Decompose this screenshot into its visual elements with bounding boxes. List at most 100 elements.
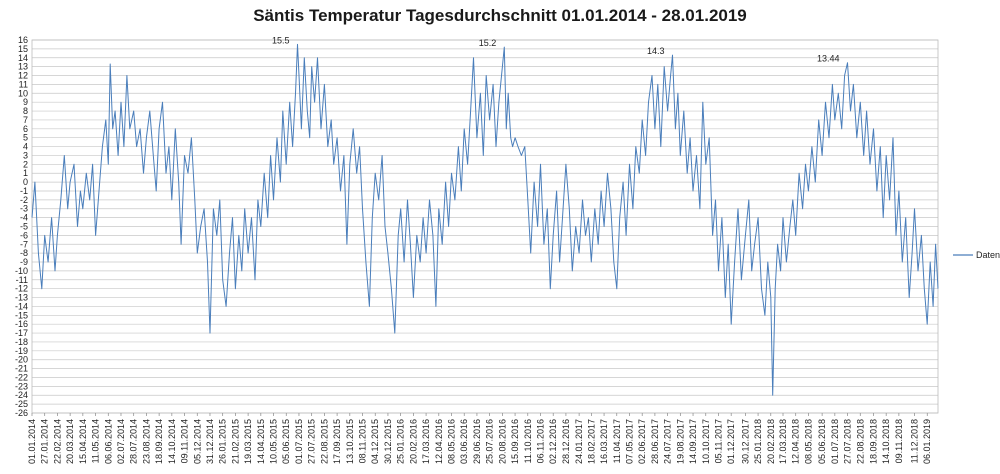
axis-layer: -26-25-24-23-22-21-20-19-18-17-16-15-14-… xyxy=(15,35,939,464)
y-tick-label: -18 xyxy=(15,337,28,347)
x-tick-label: 03.06.2016 xyxy=(459,419,469,464)
y-tick-label: 12 xyxy=(18,71,28,81)
x-tick-label: 10.10.2017 xyxy=(701,419,711,464)
x-tick-label: 01.01.2014 xyxy=(27,419,37,464)
x-tick-label: 27.01.2014 xyxy=(40,419,50,464)
x-tick-label: 23.08.2014 xyxy=(141,419,151,464)
peak-annotation: 15.2 xyxy=(479,38,497,48)
y-tick-label: -14 xyxy=(15,301,28,311)
x-tick-label: 08.05.2018 xyxy=(803,419,813,464)
x-tick-label: 28.12.2016 xyxy=(561,419,571,464)
y-tick-label: 11 xyxy=(19,79,28,89)
x-tick-label: 05.12.2014 xyxy=(192,419,202,464)
y-tick-label: -26 xyxy=(15,408,28,418)
y-tick-label: -1 xyxy=(20,186,28,196)
x-tick-label: 09.11.2018 xyxy=(894,419,904,463)
y-tick-label: 14 xyxy=(18,53,28,63)
y-tick-label: 15 xyxy=(18,44,28,54)
x-tick-label: 19.03.2015 xyxy=(243,419,253,464)
x-tick-label: 15.04.2014 xyxy=(78,419,88,464)
y-tick-label: 3 xyxy=(23,150,28,160)
x-tick-label: 15.09.2016 xyxy=(510,419,520,464)
x-tick-label: 02.07.2014 xyxy=(116,419,126,464)
y-tick-label: -10 xyxy=(15,266,28,276)
y-tick-label: -2 xyxy=(20,195,28,205)
y-tick-label: -5 xyxy=(20,222,28,232)
series-line xyxy=(31,43,939,396)
y-tick-label: -7 xyxy=(20,239,28,249)
y-tick-label: 0 xyxy=(23,177,28,187)
x-tick-label: 14.10.2018 xyxy=(881,419,891,464)
x-tick-label: 24.07.2017 xyxy=(663,419,673,464)
x-tick-label: 28.07.2014 xyxy=(129,419,139,464)
x-tick-label: 27.07.2018 xyxy=(843,419,853,464)
y-tick-label: -20 xyxy=(15,355,28,365)
x-tick-label: 16.03.2017 xyxy=(599,419,609,464)
x-tick-label: 22.08.2018 xyxy=(855,419,865,464)
x-tick-label: 22.02.2014 xyxy=(52,419,62,464)
legend-label: Daten xyxy=(976,250,1000,260)
x-tick-label: 06.01.2019 xyxy=(922,419,932,464)
x-tick-label: 11.04.2017 xyxy=(612,419,622,463)
x-tick-label: 10.05.2015 xyxy=(269,419,279,464)
x-tick-label: 14.10.2014 xyxy=(167,419,177,464)
x-tick-label: 25.01.2016 xyxy=(396,419,406,464)
x-tick-label: 01.07.2015 xyxy=(294,419,304,464)
y-tick-label: -15 xyxy=(15,310,28,320)
grid-layer xyxy=(32,39,938,414)
chart-title: Säntis Temperatur Tagesdurchschnitt 01.0… xyxy=(253,6,747,25)
y-tick-label: 5 xyxy=(23,133,28,143)
x-tick-label: 19.08.2017 xyxy=(675,419,685,464)
y-tick-label: 4 xyxy=(23,142,28,152)
x-tick-label: 24.01.2017 xyxy=(574,419,584,464)
y-tick-label: 6 xyxy=(23,124,28,134)
x-tick-label: 18.09.2018 xyxy=(868,419,878,464)
x-tick-label: 20.02.2016 xyxy=(408,419,418,464)
y-tick-label: -19 xyxy=(15,346,28,356)
x-tick-label: 14.09.2017 xyxy=(688,419,698,464)
x-tick-label: 25.01.2018 xyxy=(753,419,763,464)
y-tick-label: 9 xyxy=(23,97,28,107)
x-tick-label: 20.03.2014 xyxy=(65,419,75,464)
x-tick-label: 14.04.2015 xyxy=(256,419,266,464)
x-tick-label: 17.03.2018 xyxy=(778,419,788,464)
x-tick-label: 08.11.2015 xyxy=(358,419,368,463)
y-tick-label: -12 xyxy=(15,284,28,294)
y-tick-label: 8 xyxy=(23,106,28,116)
x-tick-label: 12.04.2016 xyxy=(434,419,444,464)
x-tick-label: 28.06.2017 xyxy=(650,419,660,464)
y-tick-label: -9 xyxy=(20,257,28,267)
x-tick-label: 06.11.2016 xyxy=(535,419,545,463)
x-tick-label: 30.12.2017 xyxy=(740,419,750,464)
x-tick-label: 08.05.2016 xyxy=(447,419,457,464)
y-tick-label: -8 xyxy=(20,248,28,258)
x-tick-label: 11.12.2018 xyxy=(910,419,920,463)
x-tick-label: 11.10.2016 xyxy=(523,419,533,463)
peak-annotation: 13.44 xyxy=(817,54,840,64)
y-tick-label: 2 xyxy=(23,159,28,169)
x-tick-label: 09.11.2014 xyxy=(180,419,190,463)
x-tick-label: 07.05.2017 xyxy=(624,419,634,464)
x-tick-label: 31.12.2014 xyxy=(205,419,215,464)
x-tick-label: 02.06.2017 xyxy=(637,419,647,464)
x-tick-label: 12.04.2018 xyxy=(791,419,801,464)
y-tick-label: -3 xyxy=(20,204,28,214)
legend: Daten xyxy=(953,250,1000,260)
y-tick-label: -17 xyxy=(15,328,28,338)
x-tick-label: 18.02.2017 xyxy=(586,419,596,464)
y-tick-label: -24 xyxy=(15,390,28,400)
plot-area-border xyxy=(31,39,939,414)
x-tick-label: 06.06.2014 xyxy=(103,419,113,464)
y-tick-label: -6 xyxy=(20,230,28,240)
peak-annotation: 14.3 xyxy=(647,46,665,56)
y-tick-label: -23 xyxy=(15,381,28,391)
x-tick-label: 17.09.2015 xyxy=(332,419,342,464)
x-tick-label: 30.12.2015 xyxy=(383,419,393,464)
y-tick-label: -13 xyxy=(15,293,28,303)
y-tick-label: -25 xyxy=(15,399,28,409)
x-tick-label: 27.07.2015 xyxy=(307,419,317,464)
y-tick-label: -16 xyxy=(15,319,28,329)
x-tick-label: 02.12.2016 xyxy=(548,419,558,464)
